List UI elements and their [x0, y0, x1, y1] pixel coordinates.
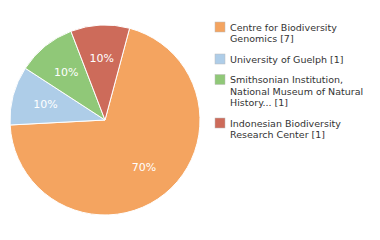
legend-item: Centre for BiodiversityGenomics [7]	[215, 22, 337, 45]
chart-container: 70% 10% 10% 10% Centre for BiodiversityGenom…	[0, 0, 380, 240]
pie-slice	[10, 28, 200, 215]
legend-swatch	[215, 22, 225, 32]
pie	[10, 25, 200, 215]
chart: 70% 10% 10% 10% Centre for BiodiversityGenom…	[0, 0, 380, 240]
legend-item: Smithsonian Institution,National Museum …	[215, 74, 363, 108]
data-label: 10%	[90, 52, 114, 65]
legend-label: Smithsonian Institution,National Museum …	[230, 74, 363, 108]
legend-label: Indonesian BiodiversityResearch Center […	[230, 118, 341, 141]
data-label: 10%	[54, 66, 78, 79]
data-label: 10%	[33, 98, 57, 111]
legend-swatch	[215, 118, 225, 128]
legend-swatch	[215, 75, 225, 85]
pie-slice	[71, 25, 130, 120]
data-label: 70%	[132, 161, 156, 174]
legend-swatch	[215, 54, 225, 64]
legend: Centre for BiodiversityGenomics [7] Unive…	[215, 22, 363, 141]
legend-item: Indonesian BiodiversityResearch Center […	[215, 118, 341, 141]
legend-label: Centre for BiodiversityGenomics [7]	[230, 22, 337, 45]
legend-label: University of Guelph [1]	[230, 54, 344, 65]
data-labels: 70% 10% 10% 10%	[33, 52, 156, 175]
legend-item: University of Guelph [1]	[215, 54, 344, 65]
